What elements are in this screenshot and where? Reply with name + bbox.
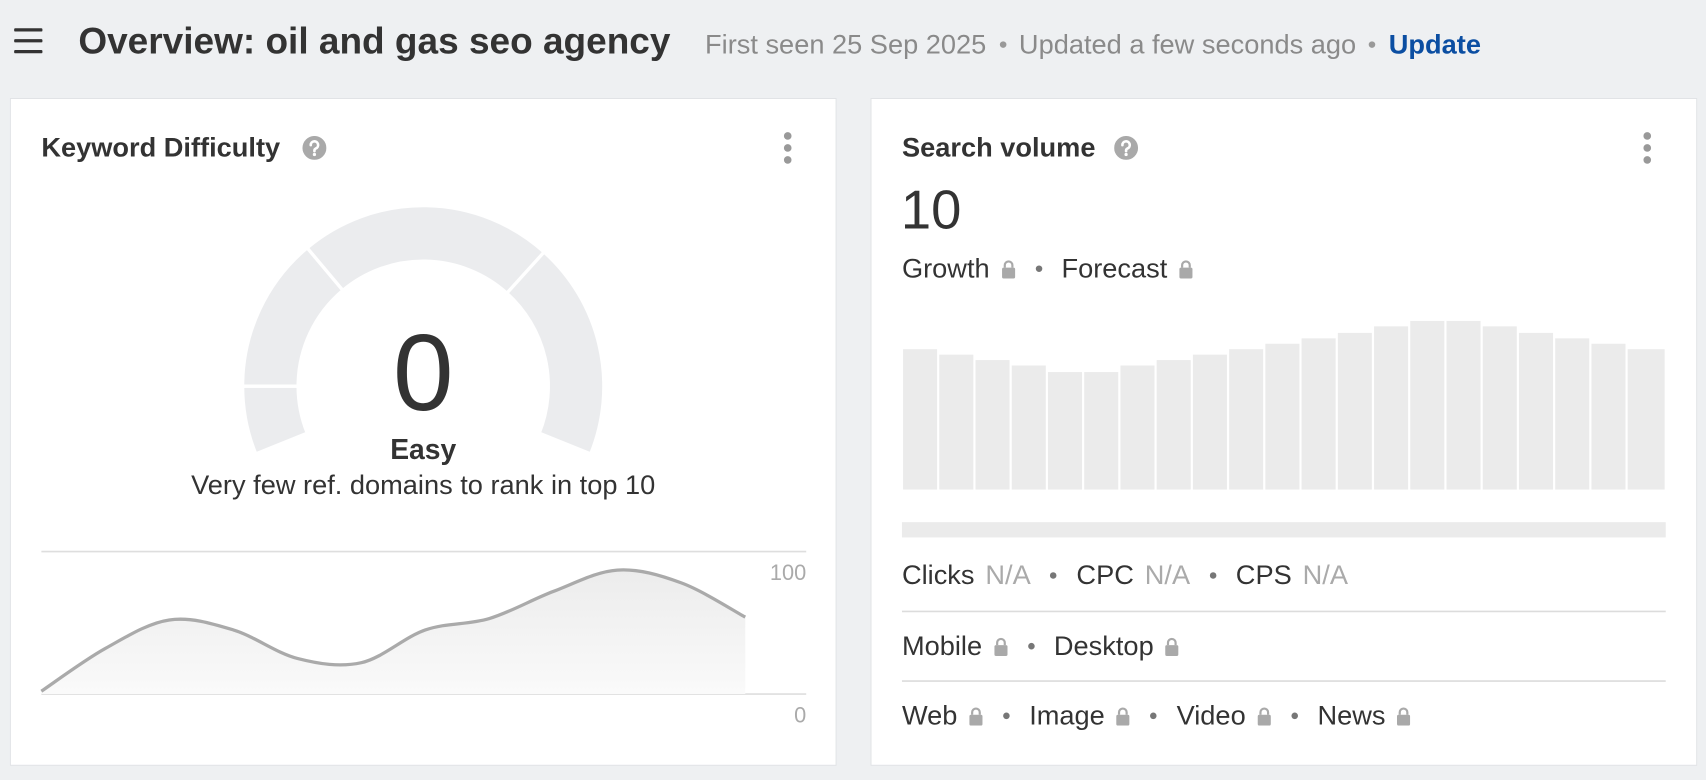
stat-label: CPS bbox=[1235, 560, 1292, 591]
search-type: Video bbox=[1176, 700, 1246, 732]
metric: Growth bbox=[901, 253, 990, 284]
separator bbox=[1369, 41, 1376, 48]
lock-icon bbox=[968, 707, 983, 725]
separator bbox=[1003, 712, 1010, 720]
y-tick-label: 0 bbox=[794, 703, 806, 728]
stats-row: Clicks N/A CPC N/A CPS N/A bbox=[902, 559, 1348, 592]
first-seen: First seen 25 Sep 2025 bbox=[705, 29, 987, 60]
menu-icon-bar[interactable] bbox=[14, 28, 43, 32]
device: Desktop bbox=[1053, 630, 1154, 662]
kd-description: Very few ref. domains to rank in top 10 bbox=[191, 469, 656, 501]
metric: Forecast bbox=[1061, 253, 1168, 284]
trend-area bbox=[41, 569, 746, 695]
search-type: Web bbox=[901, 700, 958, 732]
menu-icon-bar[interactable] bbox=[14, 39, 43, 43]
volume-value: 10 bbox=[900, 179, 962, 241]
page-title: Overview: oil and gas seo agency bbox=[78, 20, 671, 63]
separator bbox=[1027, 642, 1035, 650]
lock-icon bbox=[993, 637, 1008, 655]
card-title: Search volume bbox=[901, 132, 1096, 164]
search-type: News bbox=[1317, 700, 1386, 732]
metrics-row: Growth Forecast bbox=[902, 252, 1193, 285]
kebab-menu[interactable] bbox=[1643, 132, 1652, 164]
search-type: Image bbox=[1029, 700, 1105, 732]
lock-icon bbox=[1116, 707, 1131, 725]
gauge-segment bbox=[504, 249, 606, 456]
separator bbox=[1150, 712, 1158, 720]
stat-value: N/A bbox=[1144, 560, 1191, 591]
stat-label: Clicks bbox=[901, 560, 975, 591]
gauge-segment bbox=[304, 204, 547, 296]
search-types-row: Web Image Video News bbox=[902, 700, 1412, 733]
lock-icon bbox=[1165, 637, 1180, 655]
device: Mobile bbox=[901, 630, 983, 662]
separator bbox=[1050, 572, 1057, 579]
help-icon[interactable] bbox=[302, 135, 327, 160]
kd-trend: 0 100 bbox=[40, 550, 806, 728]
help-icon[interactable] bbox=[1114, 135, 1139, 160]
lock-icon bbox=[1001, 259, 1016, 277]
meta: First seen 25 Sep 2025 Updated a few sec… bbox=[705, 28, 1481, 61]
stat-value: N/A bbox=[1302, 560, 1348, 591]
kd-rating: Easy bbox=[390, 432, 457, 466]
separator bbox=[1209, 572, 1217, 579]
volume-bars-placeholder bbox=[901, 320, 1666, 538]
updated: Updated a few seconds ago bbox=[1018, 29, 1357, 60]
gauge-segment bbox=[240, 384, 310, 456]
y-tick-label: 100 bbox=[770, 560, 806, 585]
lock-icon bbox=[1396, 707, 1411, 725]
lock-icon bbox=[1178, 259, 1193, 277]
card-title: Keyword Difficulty bbox=[41, 132, 281, 164]
lock-icon bbox=[1257, 707, 1272, 725]
gauge bbox=[240, 204, 606, 456]
menu-icon-bar[interactable] bbox=[14, 50, 43, 54]
stat-label: CPC bbox=[1076, 560, 1134, 591]
kebab-menu[interactable] bbox=[783, 132, 792, 164]
kd-score: 0 bbox=[392, 312, 454, 435]
update-link[interactable]: Update bbox=[1388, 29, 1481, 60]
separator bbox=[999, 41, 1006, 48]
trend-line bbox=[40, 568, 747, 693]
separator bbox=[1291, 712, 1298, 720]
separator bbox=[1035, 265, 1042, 272]
stat-value: N/A bbox=[985, 560, 1031, 591]
devices-row: Mobile Desktop bbox=[902, 630, 1180, 663]
